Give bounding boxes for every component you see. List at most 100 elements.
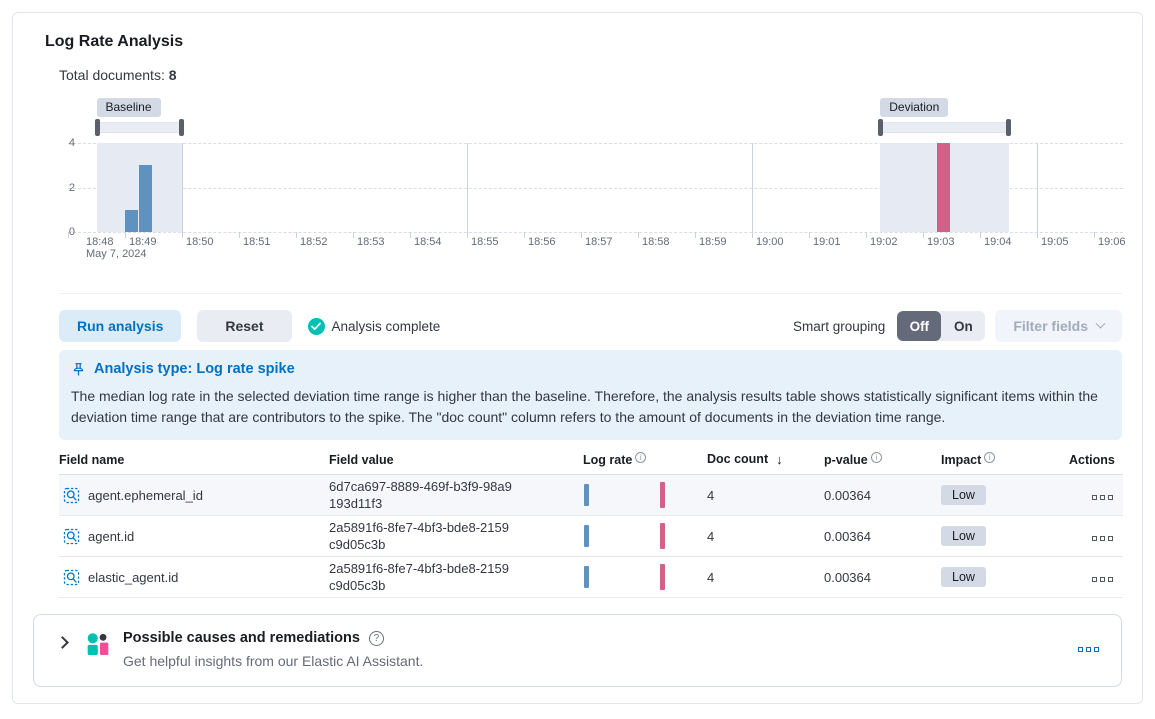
v-gridline: [1037, 143, 1038, 232]
run-analysis-button[interactable]: Run analysis: [59, 310, 182, 342]
baseline-mini-bar: [584, 566, 589, 588]
field-value: 2a5891f6-8fe7-4bf3-bde8-2159c9d05c3b: [329, 520, 509, 552]
baseline-mini-bar: [584, 484, 589, 506]
field-search-icon[interactable]: [63, 487, 80, 504]
field-search-icon[interactable]: [63, 528, 80, 545]
x-axis-label: 18:53: [357, 236, 385, 248]
info-icon[interactable]: i: [870, 451, 882, 463]
baseline-brush-handle-right[interactable]: [179, 119, 184, 136]
baseline-brush[interactable]: [96, 122, 182, 133]
x-tick: [752, 232, 753, 238]
analysis-status: Analysis complete: [307, 317, 441, 335]
x-axis-label: 18:49: [129, 236, 157, 248]
x-tick: [296, 232, 297, 238]
doc-count: 4: [707, 569, 715, 585]
row-actions-icon[interactable]: [1092, 494, 1113, 500]
x-tick: [68, 232, 69, 238]
impact-badge: Low: [941, 526, 986, 546]
h-gridline: [68, 143, 1123, 144]
x-tick: [467, 232, 468, 238]
page-title: Log Rate Analysis: [45, 33, 184, 50]
column-header-doc-count[interactable]: Doc count ↓: [707, 452, 783, 467]
x-tick: [239, 232, 240, 238]
field-value: 6d7ca697-8889-469f-b3f9-98a9193d11f3: [329, 479, 512, 511]
x-tick: [125, 232, 126, 238]
x-tick: [638, 232, 639, 238]
info-icon[interactable]: i: [984, 451, 996, 463]
deviation-mini-bar: [660, 523, 665, 549]
v-gridline: [182, 143, 183, 232]
x-axis-label: 18:54: [414, 236, 442, 248]
x-tick: [809, 232, 810, 238]
deviation-mini-bar: [660, 564, 665, 590]
x-axis-label: 18:56: [528, 236, 556, 248]
baseline-brush-handle-left[interactable]: [94, 119, 100, 136]
h-gridline: [68, 232, 1123, 233]
column-header-impact[interactable]: Impact i: [941, 451, 1069, 467]
v-gridline: [752, 143, 753, 232]
column-header-p-value[interactable]: p-value i: [824, 451, 941, 467]
table-row: elastic_agent.id 2a5891f6-8fe7-4bf3-bde8…: [59, 557, 1123, 598]
deviation-brush[interactable]: [880, 122, 1009, 133]
results-table: Field name Field value Log rate i Doc cou…: [59, 451, 1123, 598]
elastic-ai-assistant-icon: [87, 633, 109, 655]
reset-button[interactable]: Reset: [197, 310, 292, 342]
smart-grouping-off[interactable]: Off: [897, 311, 942, 341]
y-axis-label: 4: [68, 137, 75, 149]
row-actions-icon[interactable]: [1092, 535, 1113, 541]
x-tick: [695, 232, 696, 238]
deviation-brush-handle-left[interactable]: [878, 119, 884, 136]
x-axis-label: 19:03: [927, 236, 955, 248]
baseline-mini-bar: [584, 525, 589, 547]
x-axis-label: 19:02: [870, 236, 898, 248]
baseline-bar: [139, 165, 153, 232]
analysis-status-label: Analysis complete: [331, 318, 441, 334]
filter-fields-button[interactable]: Filter fields: [995, 310, 1122, 342]
x-axis-label: 18:50: [186, 236, 214, 248]
deviation-brush-handle-right[interactable]: [1005, 119, 1011, 136]
x-axis-label: 19:04: [984, 236, 1012, 248]
deviation-badge: Deviation: [880, 98, 949, 117]
x-axis-label: 19:06: [1098, 236, 1126, 248]
x-tick: [1037, 232, 1038, 238]
total-documents-label: Total documents:: [59, 67, 165, 83]
doc-count: 4: [707, 487, 715, 503]
toolbar: Run analysis Reset Analysis complete Sma…: [59, 310, 1122, 342]
y-axis-label: 0: [68, 226, 75, 238]
log-rate-mini-chart: [583, 522, 683, 550]
total-documents: Total documents: 8: [59, 67, 1122, 83]
table-row: agent.id 2a5891f6-8fe7-4bf3-bde8-2159c9d…: [59, 516, 1123, 557]
deviation-mini-bar: [660, 482, 665, 508]
h-gridline: [68, 187, 1123, 189]
x-axis-label: 19:00: [756, 236, 784, 248]
field-name: agent.id: [88, 528, 135, 544]
y-axis-label: 2: [68, 181, 75, 194]
sort-descending-icon: ↓: [776, 452, 783, 467]
callout-title: Analysis type: Log rate spike: [94, 361, 295, 377]
p-value: 0.00364: [824, 487, 871, 503]
help-icon[interactable]: ?: [368, 630, 384, 646]
x-tick: [980, 232, 981, 238]
info-icon[interactable]: i: [635, 451, 647, 463]
insights-panel[interactable]: Possible causes and remediations ? Get h…: [33, 614, 1122, 687]
column-header-field-value[interactable]: Field value: [329, 452, 394, 467]
pin-icon: [71, 362, 86, 377]
row-actions-icon[interactable]: [1092, 576, 1113, 582]
insights-actions-icon[interactable]: [1078, 647, 1099, 652]
analysis-type-callout: Analysis type: Log rate spike The median…: [59, 350, 1122, 440]
x-axis-label: 18:48: [86, 236, 114, 248]
x-axis-date-label: May 7, 2024: [86, 248, 147, 260]
chevron-right-icon[interactable]: [56, 636, 69, 649]
v-gridline: [467, 143, 468, 232]
x-tick: [410, 232, 411, 238]
field-search-icon[interactable]: [63, 569, 80, 586]
smart-grouping-on[interactable]: On: [953, 318, 973, 334]
total-documents-value: 8: [168, 67, 177, 83]
column-header-log-rate[interactable]: Log rate i: [583, 451, 707, 467]
table-row: agent.ephemeral_id 6d7ca697-8889-469f-b3…: [59, 475, 1123, 516]
doc-count: 4: [707, 528, 715, 544]
x-tick: [524, 232, 525, 238]
x-axis-label: 18:57: [585, 236, 613, 248]
column-header-actions: Actions: [1069, 452, 1115, 467]
column-header-field-name[interactable]: Field name: [59, 452, 125, 467]
